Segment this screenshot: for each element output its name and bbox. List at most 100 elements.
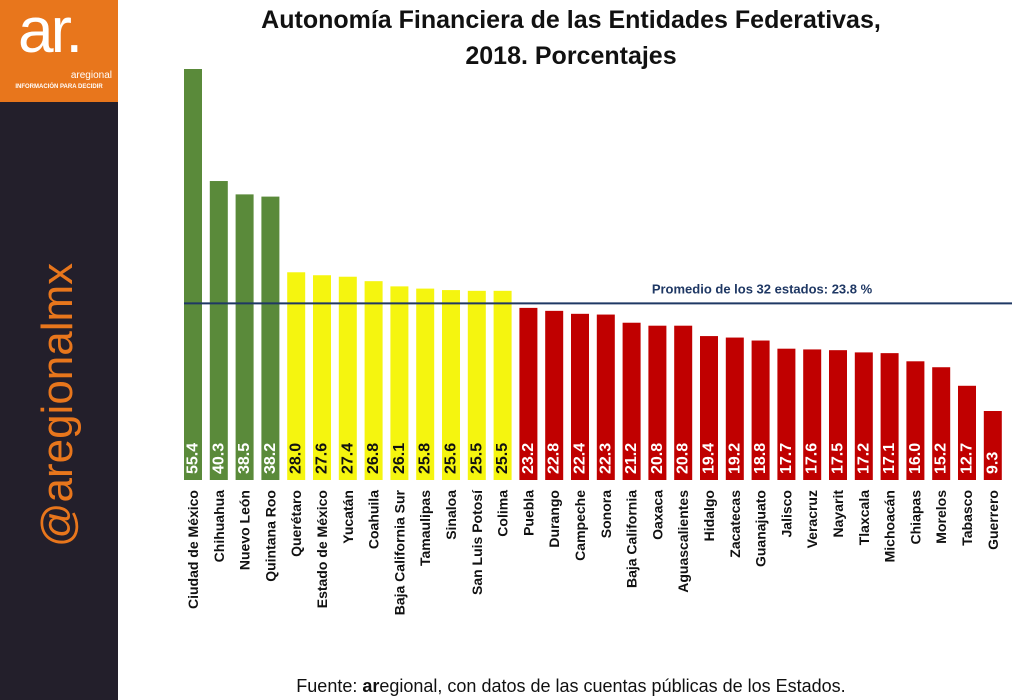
- bar-value-label: 38.2: [262, 443, 279, 474]
- bar-value-label: 22.4: [572, 443, 589, 474]
- bar: [287, 272, 306, 480]
- bar-value-label: 12.7: [959, 443, 976, 474]
- bar: [467, 290, 486, 480]
- category-label: Baja California: [624, 490, 640, 588]
- source-note: Fuente: aregional, con datos de las cuen…: [118, 676, 1024, 697]
- bar: [235, 194, 254, 480]
- average-line-label: Promedio de los 32 estados: 23.8 %: [652, 281, 873, 296]
- bar: [725, 337, 744, 480]
- bar: [493, 290, 512, 480]
- bar-value-label: 17.6: [804, 443, 821, 474]
- bar-value-label: 27.4: [339, 443, 356, 474]
- bar-value-label: 17.2: [855, 443, 872, 474]
- bar-value-label: 22.8: [546, 443, 563, 474]
- bar-value-label: 19.4: [701, 443, 718, 474]
- category-label: Tabasco: [959, 490, 975, 546]
- category-label: Estado de México: [314, 490, 330, 608]
- bar-value-label: 9.3: [984, 452, 1001, 474]
- bar-value-label: 19.2: [726, 443, 743, 474]
- category-label: Zacatecas: [727, 490, 743, 558]
- category-label: Campeche: [572, 490, 588, 561]
- category-label: Veracruz: [804, 490, 820, 548]
- bar: [416, 288, 435, 480]
- bar: [184, 69, 202, 480]
- source-brand-bold: ar: [362, 676, 380, 696]
- category-label: Querétaro: [288, 490, 304, 557]
- category-label: Sinaloa: [443, 490, 459, 540]
- bar: [958, 385, 976, 480]
- category-label: Hidalgo: [701, 490, 717, 541]
- category-label: Morelos: [933, 490, 949, 544]
- category-label: Colima: [495, 490, 511, 537]
- category-label: Durango: [546, 490, 562, 548]
- category-label: Aguascalientes: [675, 490, 691, 593]
- bar-value-label: 17.1: [881, 443, 898, 474]
- bar: [880, 353, 899, 480]
- bar-value-label: 25.5: [494, 443, 511, 474]
- bar: [906, 361, 925, 480]
- bar: [545, 310, 564, 480]
- bar: [390, 286, 409, 480]
- bar: [751, 340, 770, 480]
- brand-logo: ar. aregional INFORMACIÓN PARA DECIDIR: [0, 0, 118, 102]
- bar: [571, 313, 589, 480]
- bar-value-label: 27.6: [314, 443, 331, 474]
- bar: [442, 290, 460, 480]
- bar: [622, 322, 641, 480]
- category-label: Nayarit: [830, 490, 846, 538]
- bar-value-label: 20.8: [649, 443, 666, 474]
- bar: [854, 352, 873, 480]
- category-label: Baja California Sur: [391, 489, 407, 615]
- bar: [519, 307, 538, 480]
- bar-value-label: 38.5: [236, 443, 253, 474]
- bar: [364, 281, 383, 480]
- bar-value-label: 25.8: [417, 443, 434, 474]
- category-label: Oaxaca: [649, 490, 665, 540]
- bar: [829, 350, 847, 480]
- bar: [674, 325, 693, 480]
- bar: [648, 325, 667, 480]
- category-label: Guerrero: [985, 490, 1001, 550]
- bar-value-label: 26.8: [365, 443, 382, 474]
- category-label: Tlaxcala: [856, 490, 872, 545]
- category-label: San Luis Potosí: [469, 489, 485, 595]
- bar-value-label: 16.0: [907, 443, 924, 474]
- bar: [209, 181, 228, 480]
- category-label: Nuevo León: [237, 490, 253, 570]
- category-label: Michoacán: [882, 490, 898, 562]
- bar-value-label: 40.3: [210, 443, 227, 474]
- bar: [261, 196, 280, 480]
- category-label: Coahuila: [366, 490, 382, 549]
- bar-value-label: 26.1: [391, 443, 408, 474]
- bar-value-label: 17.7: [778, 443, 795, 474]
- chart-title-line2: 2018. Porcentajes: [465, 42, 677, 70]
- bar-value-label: 21.2: [623, 443, 640, 474]
- bar-value-label: 15.2: [933, 443, 950, 474]
- logo-name: aregional: [70, 70, 112, 81]
- bar: [777, 348, 796, 480]
- bar: [338, 276, 357, 480]
- category-label: Ciudad de México: [185, 490, 201, 609]
- chart-title-line1: Autonomía Financiera de las Entidades Fe…: [261, 6, 881, 34]
- source-prefix: Fuente:: [296, 676, 363, 696]
- bar-value-label: 55.4: [185, 443, 202, 474]
- bar: [596, 314, 615, 480]
- category-label: Yucatán: [340, 490, 356, 544]
- bar: [700, 336, 718, 480]
- bar-value-label: 17.5: [830, 443, 847, 474]
- category-label: Chiapas: [907, 490, 923, 545]
- bar-value-label: 28.0: [288, 443, 305, 474]
- bar-value-label: 25.6: [443, 443, 460, 474]
- category-label: Guanajuato: [753, 490, 769, 567]
- source-suffix: , con datos de las cuentas públicas de l…: [437, 676, 846, 696]
- source-brand-rest: egional: [379, 676, 438, 696]
- bar: [932, 367, 951, 480]
- bar-value-label: 23.2: [520, 443, 537, 474]
- chart-title: Autonomía Financiera de las Entidades Fe…: [118, 2, 1024, 74]
- category-label: Quintana Roo: [262, 490, 278, 582]
- bar-value-label: 18.8: [752, 443, 769, 474]
- category-label: Puebla: [520, 490, 536, 536]
- logo-mark: ar.: [18, 0, 83, 66]
- bar: [803, 349, 822, 480]
